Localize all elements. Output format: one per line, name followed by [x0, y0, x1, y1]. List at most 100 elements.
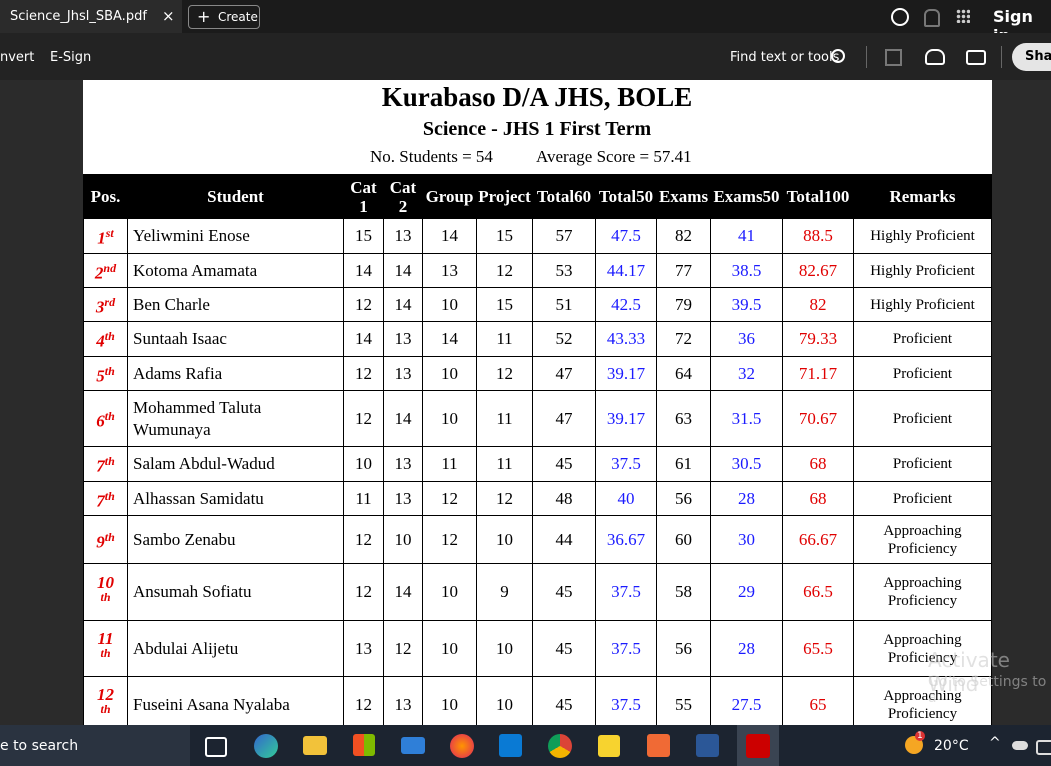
column-header: Exams: [656, 174, 711, 219]
watermark: Activate Wind: [928, 648, 1010, 696]
score: 63: [656, 390, 711, 447]
position-number: 2: [94, 263, 104, 283]
mail-icon[interactable]: [401, 737, 425, 754]
score: 10: [383, 515, 423, 564]
column-header: Remarks: [853, 174, 992, 219]
student-row: 1st Yeliwmini Enose 15 13 14 15 57 47.5 82 41 88.5…: [83, 218, 992, 254]
app-icon[interactable]: [647, 734, 670, 757]
score: 68: [782, 446, 854, 482]
create-button[interactable]: + Create: [188, 5, 260, 29]
score: 88.5: [782, 218, 854, 254]
student-row: 7th Alhassan Samidatu 11 13 12 12 48 40 56 28 68 Pr…: [83, 481, 992, 516]
remarks: Approaching Proficiency: [853, 676, 992, 725]
student-name: Ansumah Sofiatu: [127, 563, 344, 621]
position-number: 3: [95, 297, 105, 317]
vscode-icon[interactable]: [499, 734, 522, 757]
print-icon[interactable]: [966, 50, 986, 65]
score: 10: [476, 620, 533, 677]
score: 13: [383, 356, 423, 391]
position-number: 10: [97, 572, 114, 592]
score: 55: [656, 676, 711, 725]
score: 82: [656, 218, 711, 254]
search-placeholder[interactable]: e to search: [0, 738, 79, 754]
score: 44: [532, 515, 596, 564]
firefox-icon[interactable]: [450, 734, 474, 758]
remarks: Approaching Proficiency: [853, 563, 992, 621]
cloud-icon[interactable]: [1012, 741, 1028, 750]
share-button[interactable]: Shar: [1012, 43, 1051, 71]
tab-title[interactable]: Science_Jhsl_SBA.pdf: [10, 9, 147, 24]
notes-icon[interactable]: [598, 735, 620, 757]
student-name: Ben Charle: [127, 287, 344, 322]
score: 37.5: [595, 563, 657, 621]
position-suffix: th: [100, 646, 111, 661]
score: 39.17: [595, 356, 657, 391]
explorer-icon[interactable]: [303, 736, 327, 755]
column-header: Project: [476, 174, 533, 219]
toolbar-item[interactable]: nvert: [0, 50, 35, 65]
position-suffix: st: [105, 226, 114, 241]
upload-icon[interactable]: [925, 49, 945, 65]
results-table: Pos. Student Cat 1 Cat 2 Group Project Total60…: [83, 174, 992, 725]
score: 32: [710, 356, 783, 391]
help-icon[interactable]: [891, 8, 909, 26]
bell-icon[interactable]: [924, 9, 940, 27]
apps-icon[interactable]: [956, 9, 970, 23]
position-suffix: nd: [103, 260, 117, 275]
score: 12: [476, 356, 533, 391]
score: 15: [343, 218, 384, 254]
close-icon[interactable]: ×: [162, 7, 175, 25]
score: 39.17: [595, 390, 657, 447]
word-icon[interactable]: [696, 734, 719, 757]
temperature: 20°C: [934, 738, 969, 754]
position-suffix: th: [100, 589, 111, 604]
header-row: Pos. Student Cat 1 Cat 2 Group Project Total60…: [83, 174, 992, 219]
score: 11: [476, 321, 533, 357]
score: 48: [532, 481, 596, 516]
student-row: 3rd Ben Charle 12 14 10 15 51 42.5 79 39.5 82 Highl…: [83, 287, 992, 322]
position-suffix: th: [104, 408, 115, 423]
save-icon[interactable]: [885, 49, 902, 66]
document-page: Kurabaso D/A JHS, BOLE Science - JHS 1 F…: [83, 80, 992, 725]
position: 1st: [83, 218, 128, 254]
score: 45: [532, 563, 596, 621]
network-icon[interactable]: [1036, 740, 1051, 755]
score: 11: [476, 446, 533, 482]
search-box[interactable]: [0, 725, 190, 766]
score: 82: [782, 287, 854, 322]
position: 7th: [83, 481, 128, 516]
student-name: Mohammed Taluta Wumunaya: [127, 390, 344, 447]
active-app[interactable]: [737, 725, 779, 766]
student-name: Abdulai Alijetu: [127, 620, 344, 677]
chrome-icon[interactable]: [548, 734, 572, 758]
score: 45: [532, 676, 596, 725]
position-number: 12: [97, 685, 114, 705]
score: 45: [532, 446, 596, 482]
position: 2nd: [83, 253, 128, 288]
taskview-icon[interactable]: [205, 737, 227, 757]
store-icon[interactable]: [353, 734, 375, 756]
score: 28: [710, 620, 783, 677]
position: 3rd: [83, 287, 128, 322]
score: 36.67: [595, 515, 657, 564]
score: 12: [422, 515, 477, 564]
edge-icon[interactable]: [254, 734, 278, 758]
column-header: Group: [422, 174, 477, 219]
student-name: Kotoma Amamata: [127, 253, 344, 288]
tray-chevron[interactable]: ^: [989, 735, 1001, 751]
plus-icon: +: [197, 7, 211, 26]
tab[interactable]: [0, 0, 182, 33]
position-suffix: th: [104, 363, 115, 378]
score: 52: [532, 321, 596, 357]
score: 15: [476, 218, 533, 254]
student-name: Suntaah Isaac: [127, 321, 344, 357]
toolbar-item[interactable]: E-Sign: [50, 50, 92, 65]
taskbar: e to search 1 20°C ^: [0, 725, 1051, 766]
find-tools[interactable]: Find text or tools: [730, 50, 840, 65]
search-icon[interactable]: [831, 49, 845, 63]
student-name: Fuseini Asana Nyalaba: [127, 676, 344, 725]
score: 56: [656, 620, 711, 677]
